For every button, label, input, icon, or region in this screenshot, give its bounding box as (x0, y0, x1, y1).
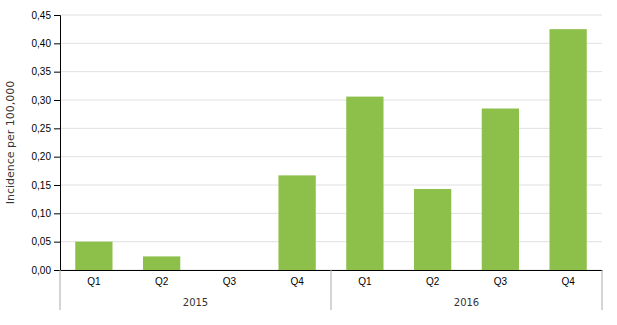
x-tick: Q2 (155, 270, 169, 287)
x-tick-label: Q4 (290, 276, 304, 287)
grid-line (60, 71, 602, 72)
y-tick: 0,35 (32, 66, 60, 77)
y-tick-label: 0,30 (32, 95, 52, 106)
y-tick-label: 0,40 (32, 38, 52, 49)
bar (482, 109, 519, 271)
grid-line (60, 43, 602, 44)
y-tick-label: 0,10 (32, 208, 52, 219)
y-tick-label: 0,15 (32, 180, 52, 191)
y-tick-mark (54, 128, 60, 129)
group-separator (331, 270, 332, 310)
x-tick-label: Q4 (561, 276, 575, 287)
x-tick: Q2 (426, 270, 440, 287)
y-tick: 0,40 (32, 38, 60, 49)
x-tick: Q4 (290, 270, 304, 287)
bar (414, 189, 451, 270)
x-tick: Q4 (561, 270, 575, 287)
y-tick: 0,05 (32, 236, 60, 247)
x-tick-label: Q1 (87, 276, 101, 287)
x-tick-label: Q3 (223, 276, 237, 287)
x-tick: Q1 (358, 270, 372, 287)
group-label: 2016 (454, 297, 479, 308)
x-tick: Q1 (87, 270, 101, 287)
y-axis: 0,00 0,05 0,10 0,15 0,20 0,25 0,30 0,35 0,40 0,45 (32, 10, 61, 276)
y-tick-label: 0,05 (32, 236, 52, 247)
bar (549, 29, 586, 270)
grid-line (60, 128, 602, 129)
x-tick-label: Q2 (426, 276, 440, 287)
y-tick-mark (54, 157, 60, 158)
y-tick: 0,00 (32, 265, 60, 276)
y-tick: 0,20 (32, 151, 60, 162)
bar (346, 97, 383, 270)
x-tick-label: Q2 (155, 276, 169, 287)
y-tick: 0,25 (32, 123, 60, 134)
x-tick: Q3 (223, 270, 237, 287)
grid (60, 15, 602, 270)
group-separator (602, 270, 603, 310)
bar (143, 256, 180, 270)
y-tick-mark (54, 270, 60, 271)
y-tick-label: 0,25 (32, 123, 52, 134)
y-tick-mark (54, 242, 60, 243)
y-tick-mark (54, 100, 60, 101)
bars (75, 29, 587, 270)
grid-line (60, 185, 602, 186)
y-tick: 0,10 (32, 208, 60, 219)
y-tick-label: 0,20 (32, 151, 52, 162)
y-tick-mark (54, 72, 60, 73)
y-tick: 0,45 (32, 10, 60, 21)
y-tick-label: 0,35 (32, 66, 52, 77)
grid-line (60, 100, 602, 101)
y-tick: 0,30 (32, 95, 60, 106)
y-axis-line (54, 16, 61, 271)
y-tick-label: 0,00 (32, 265, 52, 276)
y-tick-label: 0,45 (32, 10, 52, 21)
y-tick: 0,15 (32, 180, 60, 191)
y-tick-mark (54, 15, 60, 16)
x-tick-label: Q1 (358, 276, 372, 287)
chart: 0,00 0,05 0,10 0,15 0,20 0,25 0,30 0,35 0,40 0,45… (0, 0, 617, 325)
grid-line (60, 15, 602, 16)
bar (211, 270, 248, 271)
plot: 0,00 0,05 0,10 0,15 0,20 0,25 0,30 0,35 0,40 0,45… (32, 10, 603, 310)
y-tick-mark (54, 213, 60, 214)
bar (75, 242, 112, 270)
bar (278, 175, 315, 270)
x-tick-label: Q3 (494, 276, 508, 287)
y-axis-title: Incidence per 100,000 (4, 81, 17, 205)
group-separators (60, 270, 602, 310)
grid-line (60, 156, 602, 157)
y-tick-mark (54, 43, 60, 44)
x-tick: Q3 (494, 270, 508, 287)
grid-line (60, 213, 602, 214)
group-separator (60, 270, 61, 310)
y-tick-mark (54, 185, 60, 186)
grid-line (60, 241, 602, 242)
group-label: 2015 (183, 297, 208, 308)
